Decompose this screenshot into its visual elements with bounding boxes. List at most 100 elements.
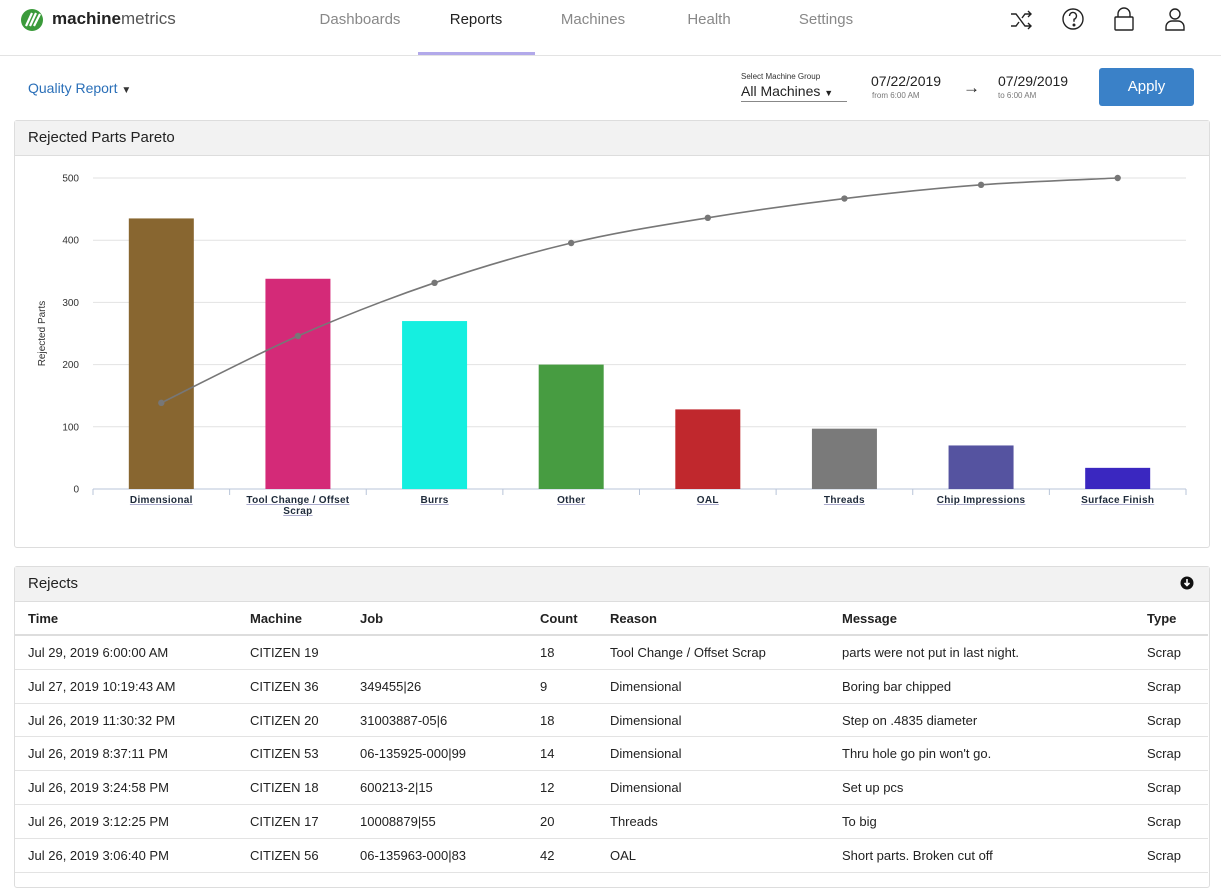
table-cell: CITIZEN 36	[250, 678, 319, 694]
y-tick-label: 0	[73, 485, 79, 496]
y-tick-label: 200	[62, 360, 79, 371]
table-cell: 18	[540, 645, 555, 660]
table-cell: 10008879|55	[360, 814, 436, 829]
nav-tab[interactable]: Settings	[798, 11, 854, 28]
table-cell: Scrap	[1147, 780, 1181, 796]
nav-tab[interactable]: Health	[687, 11, 731, 28]
table-cell: Scrap	[1147, 678, 1181, 694]
table-cell: 06-135925-000|99	[360, 746, 467, 762]
bar	[538, 364, 604, 489]
table-cell: CITIZEN 20	[250, 712, 319, 728]
y-tick-label: 100	[62, 422, 79, 433]
pareto-point	[294, 332, 302, 340]
pareto-point	[841, 195, 848, 202]
from-time: from 6:00 AM	[872, 91, 920, 100]
chart-title: Rejected Parts Pareto	[15, 121, 1209, 156]
report-name: Quality Report	[28, 80, 118, 96]
table-cell: Jul 26, 2019 8:37:11 PM	[28, 746, 168, 762]
table-cell: CITIZEN 56	[250, 847, 319, 863]
bar	[811, 428, 877, 489]
bar	[265, 278, 331, 489]
header-rule	[15, 634, 1208, 636]
chart: 0 100 200 300 400 500 Rejected Parts	[37, 174, 1187, 496]
brand-bold: machine	[52, 9, 121, 28]
brand-light: metrics	[120, 9, 176, 28]
row-rule	[15, 668, 1208, 670]
bar	[675, 409, 741, 489]
nav-tab[interactable]: Machines	[560, 11, 626, 28]
table-title: Rejects	[15, 567, 1209, 602]
arrow: →	[963, 78, 980, 97]
table-cell: 14	[540, 746, 555, 762]
x-tick-label: Dimensional	[129, 495, 193, 506]
nav-tab[interactable]: Dashboards	[319, 11, 401, 28]
x-tick-label: Surface Finish	[1081, 495, 1155, 506]
report-selector[interactable]: Quality Report ▼	[28, 80, 132, 96]
pareto-point	[704, 214, 712, 222]
to-time: to 6:00 AM	[998, 91, 1037, 100]
y-axis-label: Rejected Parts	[37, 301, 48, 367]
table-cell: To big	[842, 814, 877, 829]
table-cell: Dimensional	[610, 712, 682, 728]
row-rule	[15, 736, 1208, 738]
bar	[1085, 467, 1151, 489]
table-cell: Jul 26, 2019 3:12:25 PM	[28, 814, 169, 829]
table-cell: Tool Change / Offset Scrap	[610, 645, 766, 660]
table-cell: CITIZEN 17	[250, 814, 319, 829]
column-header[interactable]: Type	[1147, 611, 1177, 626]
y-tick-label: 400	[62, 236, 79, 247]
table-cell: Thru hole go pin won't go.	[842, 746, 992, 762]
table-cell: Scrap	[1147, 746, 1181, 762]
table-cell: Set up pcs	[842, 780, 904, 796]
from-date[interactable]: 07/22/2019	[871, 73, 942, 89]
x-tick-label: Burrs	[420, 495, 449, 506]
column-header[interactable]: Job	[360, 611, 384, 626]
x-tick-label: Tool Change / Offset Scrap	[246, 495, 350, 517]
group-selector[interactable]: All Machines ▼	[741, 83, 847, 102]
pareto-point	[977, 181, 985, 189]
table-cell: CITIZEN 53	[250, 746, 319, 762]
y-tick-label: 300	[62, 298, 79, 309]
table-cell: 600213-2|15	[360, 780, 433, 796]
table-cell: Scrap	[1147, 847, 1181, 863]
table-cell: 12	[540, 780, 555, 796]
nav-icons	[1011, 7, 1185, 31]
column-header[interactable]: Time	[28, 611, 59, 626]
table-cell: Jul 26, 2019 3:24:58 PM	[28, 780, 169, 796]
user-icon[interactable]	[1165, 8, 1185, 31]
x-tick-label: Chip Impressions	[936, 495, 1026, 506]
help-icon[interactable]	[1062, 8, 1084, 30]
table-cell: Jul 26, 2019 11:30:32 PM	[28, 712, 176, 728]
table-cell: Threads	[610, 814, 658, 829]
column-header[interactable]: Reason	[610, 611, 657, 626]
pareto-point	[1114, 174, 1121, 182]
bar	[948, 445, 1014, 489]
column-header[interactable]: Machine	[250, 611, 303, 626]
table-cell: parts were not put in last night.	[842, 645, 1020, 660]
x-tick-label: OAL	[696, 495, 719, 506]
column-header[interactable]: Count	[540, 611, 578, 626]
shuffle-icon[interactable]	[1011, 10, 1032, 30]
column-header[interactable]: Message	[842, 611, 897, 626]
table-cell: Jul 26, 2019 3:06:40 PM	[28, 847, 169, 863]
table-cell: Dimensional	[610, 678, 682, 694]
table-cell: Jul 29, 2019 6:00:00 AM	[28, 645, 169, 660]
table-cell: OAL	[610, 847, 637, 863]
table-cell: 349455|26	[360, 678, 422, 694]
lock-icon[interactable]	[1114, 7, 1134, 31]
to-date[interactable]: 07/29/2019	[998, 73, 1069, 89]
bar	[128, 218, 194, 489]
brand[interactable]: machinemetrics	[52, 9, 176, 29]
table-cell: Scrap	[1147, 712, 1181, 728]
table-cell: Scrap	[1147, 645, 1181, 660]
nav-tab[interactable]: Reports	[449, 11, 503, 28]
pareto-point	[158, 399, 165, 407]
row-rule	[15, 837, 1208, 839]
download-icon[interactable]	[1180, 576, 1194, 590]
table-cell: Short parts. Broken cut off	[842, 847, 993, 863]
table-cell: Scrap	[1147, 814, 1181, 829]
x-tick-label: Other	[557, 495, 586, 506]
apply-button[interactable]: Apply	[1099, 68, 1194, 106]
table-cell: CITIZEN 19	[250, 645, 319, 660]
